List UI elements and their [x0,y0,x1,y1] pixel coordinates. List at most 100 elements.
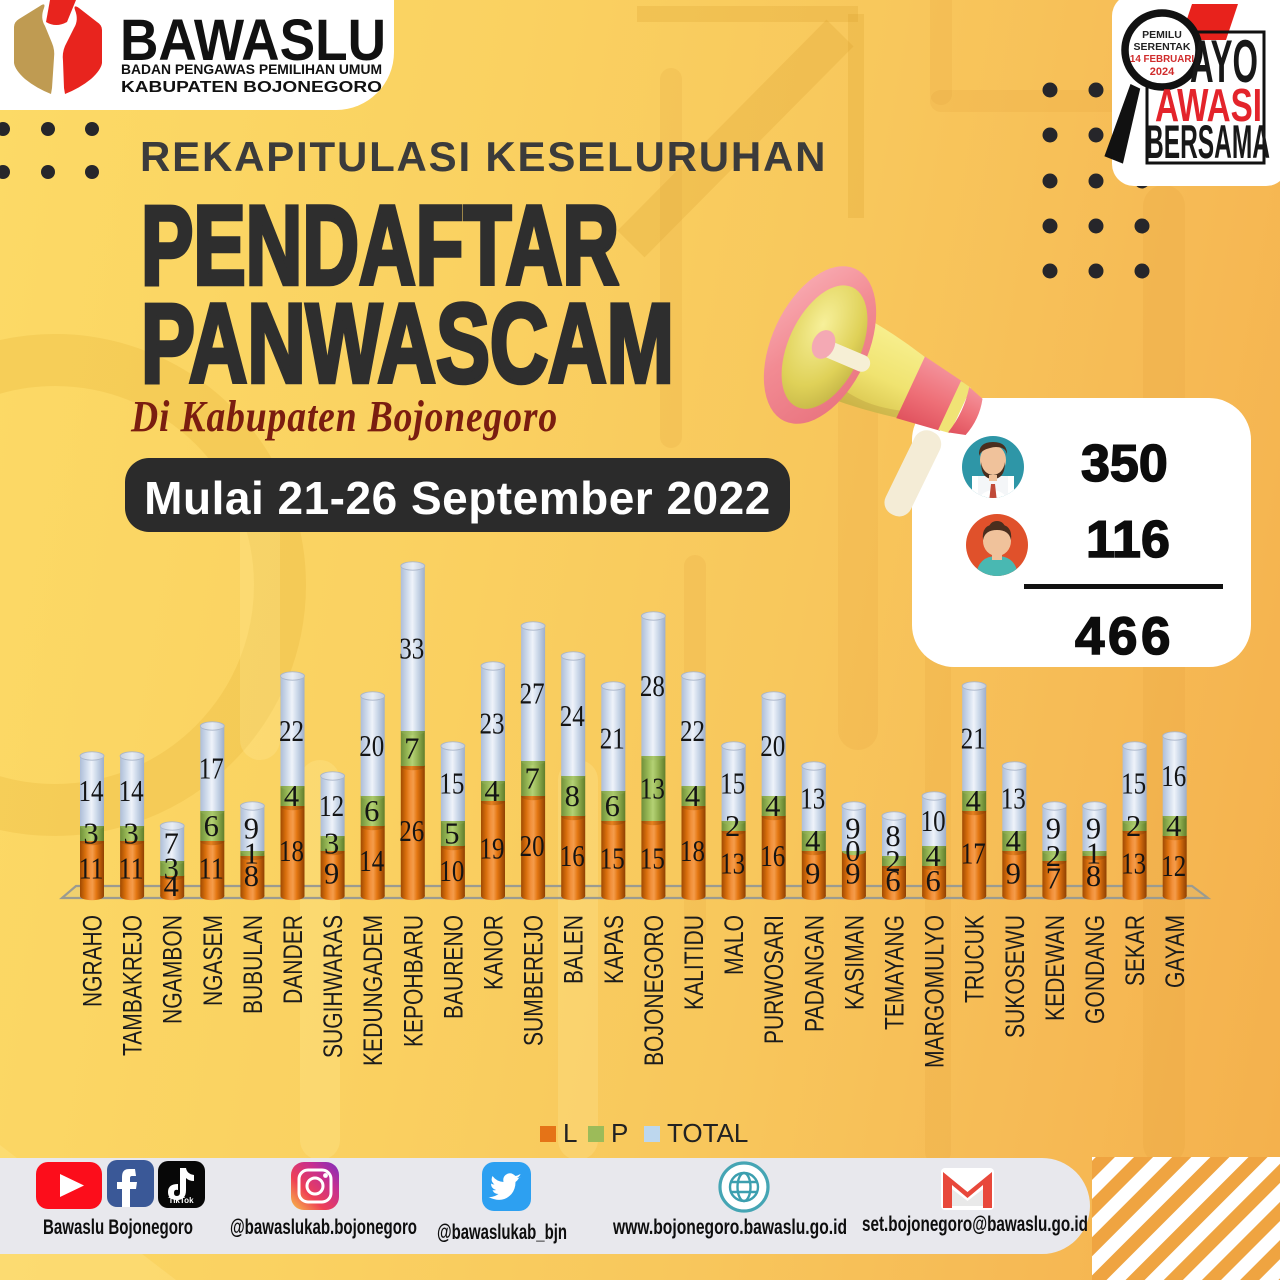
svg-text:3: 3 [164,852,179,886]
svg-text:BOJONEGORO: BOJONEGORO [639,915,669,1066]
svg-text:14: 14 [119,774,144,808]
svg-text:6: 6 [364,794,379,828]
svg-text:17: 17 [961,837,986,871]
svg-text:1: 1 [1086,837,1101,871]
svg-text:P: P [611,1118,628,1148]
svg-text:11: 11 [199,852,224,886]
svg-text:DANDER: DANDER [278,915,308,1004]
svg-text:8: 8 [244,859,259,893]
svg-text:8: 8 [885,819,900,853]
svg-text:16: 16 [1161,759,1186,793]
svg-text:20: 20 [760,729,785,763]
svg-text:2: 2 [1046,839,1061,873]
svg-text:14 FEBRUARI: 14 FEBRUARI [1130,54,1195,65]
svg-text:10: 10 [439,854,464,888]
svg-text:7: 7 [1046,862,1061,896]
svg-text:11: 11 [79,852,104,886]
svg-text:27: 27 [520,677,545,711]
svg-text:13: 13 [1001,782,1026,816]
svg-text:L: L [563,1118,577,1148]
svg-text:23: 23 [480,707,505,741]
svg-text:6: 6 [925,864,940,898]
svg-text:NGAMBON: NGAMBON [158,915,188,1024]
svg-text:21: 21 [600,722,625,756]
svg-text:16: 16 [560,839,585,873]
svg-text:15: 15 [720,767,745,801]
svg-text:26: 26 [399,814,424,848]
svg-text:3: 3 [83,817,98,851]
svg-text:GAYAM: GAYAM [1160,915,1190,988]
svg-text:TikTok: TikTok [168,1196,194,1205]
svg-text:5: 5 [444,817,459,851]
svg-text:15: 15 [640,842,665,876]
svg-text:4: 4 [164,869,179,903]
svg-text:9: 9 [1086,812,1101,846]
svg-text:4: 4 [765,789,780,823]
svg-text:7: 7 [164,827,179,861]
svg-text:BAURENO: BAURENO [438,915,468,1019]
svg-text:9: 9 [244,812,259,846]
svg-text:1: 1 [244,837,259,871]
svg-text:SUMBEREJO: SUMBEREJO [519,915,549,1046]
svg-text:KABUPATEN BOJONEGORO: KABUPATEN BOJONEGORO [121,79,382,96]
svg-text:9: 9 [845,812,860,846]
svg-text:14: 14 [359,844,384,878]
svg-text:16: 16 [760,839,785,873]
svg-text:BAWASLU: BAWASLU [120,8,386,73]
svg-text:15: 15 [1121,767,1146,801]
svg-text:3: 3 [324,827,339,861]
svg-text:13: 13 [640,772,665,806]
svg-text:15: 15 [439,767,464,801]
svg-text:9: 9 [805,857,820,891]
svg-text:SERENTAK: SERENTAK [1134,41,1191,53]
svg-text:SUKOSEWU: SUKOSEWU [1000,915,1030,1038]
svg-text:9: 9 [1046,812,1061,846]
svg-text:7: 7 [524,762,539,796]
svg-text:KEDEWAN: KEDEWAN [1040,915,1070,1021]
svg-text:28: 28 [640,669,665,703]
svg-text:20: 20 [520,829,545,863]
svg-text:4: 4 [805,824,820,858]
svg-text:22: 22 [680,714,705,748]
svg-text:4: 4 [1006,824,1021,858]
svg-text:KEPOHBARU: KEPOHBARU [398,915,428,1047]
svg-text:9: 9 [845,857,860,891]
svg-text:4: 4 [966,784,981,818]
svg-text:PADANGAN: PADANGAN [799,915,829,1032]
svg-text:14: 14 [79,774,104,808]
svg-text:PURWOSARI: PURWOSARI [759,915,789,1044]
svg-text:10: 10 [921,804,946,838]
svg-text:22: 22 [279,714,304,748]
svg-text:3: 3 [123,817,138,851]
svg-text:13: 13 [1121,847,1146,881]
svg-text:0: 0 [845,834,860,868]
svg-text:TAMBAKREJO: TAMBAKREJO [118,915,148,1056]
svg-text:KALITIDU: KALITIDU [679,915,709,1010]
svg-text:KAPAS: KAPAS [599,915,629,984]
svg-text:KEDUNGADEM: KEDUNGADEM [358,915,388,1066]
svg-text:KANOR: KANOR [479,915,509,990]
svg-text:2024: 2024 [1150,66,1175,78]
svg-text:2: 2 [885,844,900,878]
svg-text:2: 2 [1126,809,1141,843]
svg-text:BADAN PENGAWAS PEMILIHAN UMUM: BADAN PENGAWAS PEMILIHAN UMUM [121,61,382,77]
svg-text:SUGIHWARAS: SUGIHWARAS [318,915,348,1058]
svg-text:9: 9 [324,857,339,891]
svg-text:TOTAL: TOTAL [667,1118,748,1148]
svg-text:BUBULAN: BUBULAN [238,915,268,1014]
svg-text:MARGOMULYO: MARGOMULYO [920,915,950,1068]
svg-text:13: 13 [800,782,825,816]
svg-text:19: 19 [480,832,505,866]
svg-text:TRUCUK: TRUCUK [960,915,990,1003]
svg-text:2: 2 [725,809,740,843]
svg-text:11: 11 [119,852,144,886]
svg-text:BALEN: BALEN [559,915,589,984]
svg-text:4: 4 [685,779,700,813]
svg-text:12: 12 [1161,849,1186,883]
svg-text:17: 17 [199,752,224,786]
svg-text:MALO: MALO [719,915,749,975]
svg-text:7: 7 [404,732,419,766]
svg-text:6: 6 [204,809,219,843]
svg-text:8: 8 [1086,859,1101,893]
svg-text:20: 20 [359,729,384,763]
